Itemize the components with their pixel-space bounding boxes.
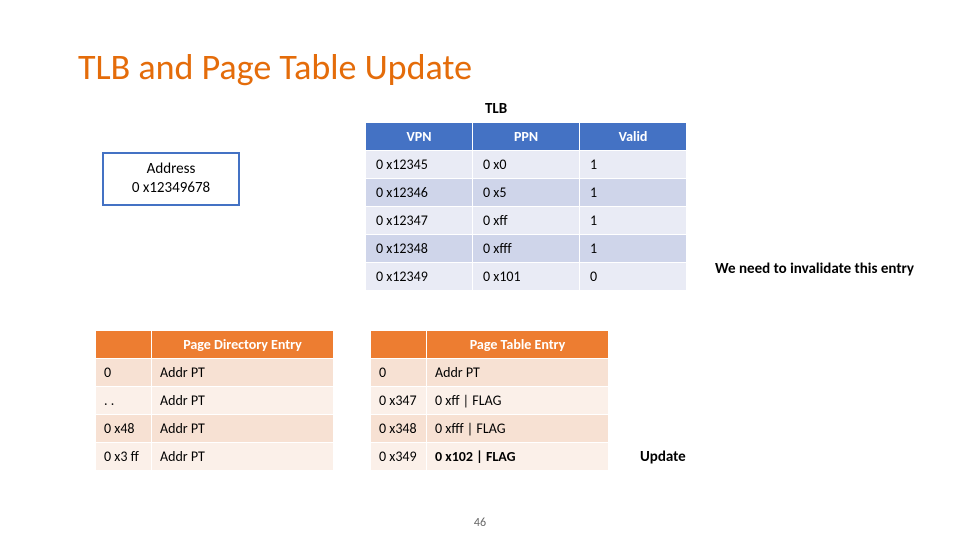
address-line1: Address <box>147 160 196 178</box>
tlb-table: VPN PPN Valid 0 x12345 0 x0 1 0 x12346 0… <box>365 122 687 291</box>
tlb-row: 0 x12348 0 xfff 1 <box>366 235 687 263</box>
pte-cell: 0 x348 <box>371 415 427 443</box>
page-directory-table: Page Directory Entry 0 Addr PT . . Addr … <box>95 330 334 471</box>
tlb-cell: 0 x12346 <box>366 179 473 207</box>
tlb-cell: 0 x12349 <box>366 263 473 291</box>
tlb-caption: TLB <box>485 100 507 118</box>
pde-row: 0 x3 ff Addr PT <box>96 443 334 471</box>
tlb-cell: 1 <box>580 235 687 263</box>
tlb-cell: 0 xfff <box>473 235 580 263</box>
annotation-invalidate: We need to invalidate this entry <box>715 260 914 278</box>
address-box: Address 0 x12349678 <box>102 152 240 206</box>
tlb-cell: 1 <box>580 151 687 179</box>
pde-cell: 0 x3 ff <box>96 443 152 471</box>
pte-header-blank <box>371 331 427 359</box>
pte-cell: 0 x102 | FLAG <box>427 443 609 471</box>
pte-cell: 0 x347 <box>371 387 427 415</box>
pte-row: 0 x349 0 x102 | FLAG <box>371 443 609 471</box>
tlb-row: 0 x12345 0 x0 1 <box>366 151 687 179</box>
pde-cell: Addr PT <box>152 443 334 471</box>
tlb-header-ppn: PPN <box>473 123 580 151</box>
pte-cell: 0 x349 <box>371 443 427 471</box>
slide-title: TLB and Page Table Update <box>78 45 472 89</box>
tlb-row: 0 x12347 0 xff 1 <box>366 207 687 235</box>
pte-header: Page Table Entry <box>427 331 609 359</box>
pde-header-blank <box>96 331 152 359</box>
tlb-cell: 0 x12347 <box>366 207 473 235</box>
tlb-cell: 0 <box>580 263 687 291</box>
pde-cell: Addr PT <box>152 387 334 415</box>
pde-header: Page Directory Entry <box>152 331 334 359</box>
pte-cell: 0 xff | FLAG <box>427 387 609 415</box>
pde-cell: 0 <box>96 359 152 387</box>
pde-row: 0 Addr PT <box>96 359 334 387</box>
pde-row: . . Addr PT <box>96 387 334 415</box>
tlb-cell: 1 <box>580 179 687 207</box>
annotation-update: Update <box>640 448 686 466</box>
pde-cell: Addr PT <box>152 415 334 443</box>
pde-row: 0 x48 Addr PT <box>96 415 334 443</box>
tlb-cell: 0 x5 <box>473 179 580 207</box>
tlb-cell: 0 x12345 <box>366 151 473 179</box>
tlb-cell: 1 <box>580 207 687 235</box>
pte-row: 0 x347 0 xff | FLAG <box>371 387 609 415</box>
tlb-header-vpn: VPN <box>366 123 473 151</box>
pte-row: 0 Addr PT <box>371 359 609 387</box>
address-line2: 0 x12349678 <box>132 179 210 197</box>
pte-cell: 0 xfff | FLAG <box>427 415 609 443</box>
tlb-row: 0 x12349 0 x101 0 <box>366 263 687 291</box>
pde-cell: 0 x48 <box>96 415 152 443</box>
pde-cell: Addr PT <box>152 359 334 387</box>
tlb-cell: 0 x101 <box>473 263 580 291</box>
tlb-cell: 0 x0 <box>473 151 580 179</box>
pte-row: 0 x348 0 xfff | FLAG <box>371 415 609 443</box>
page-number: 46 <box>0 516 960 530</box>
tlb-row: 0 x12346 0 x5 1 <box>366 179 687 207</box>
pte-cell: Addr PT <box>427 359 609 387</box>
page-table-entry-table: Page Table Entry 0 Addr PT 0 x347 0 xff … <box>370 330 609 471</box>
pte-cell: 0 <box>371 359 427 387</box>
tlb-header-valid: Valid <box>580 123 687 151</box>
tlb-cell: 0 xff <box>473 207 580 235</box>
tlb-cell: 0 x12348 <box>366 235 473 263</box>
pde-cell: . . <box>96 387 152 415</box>
